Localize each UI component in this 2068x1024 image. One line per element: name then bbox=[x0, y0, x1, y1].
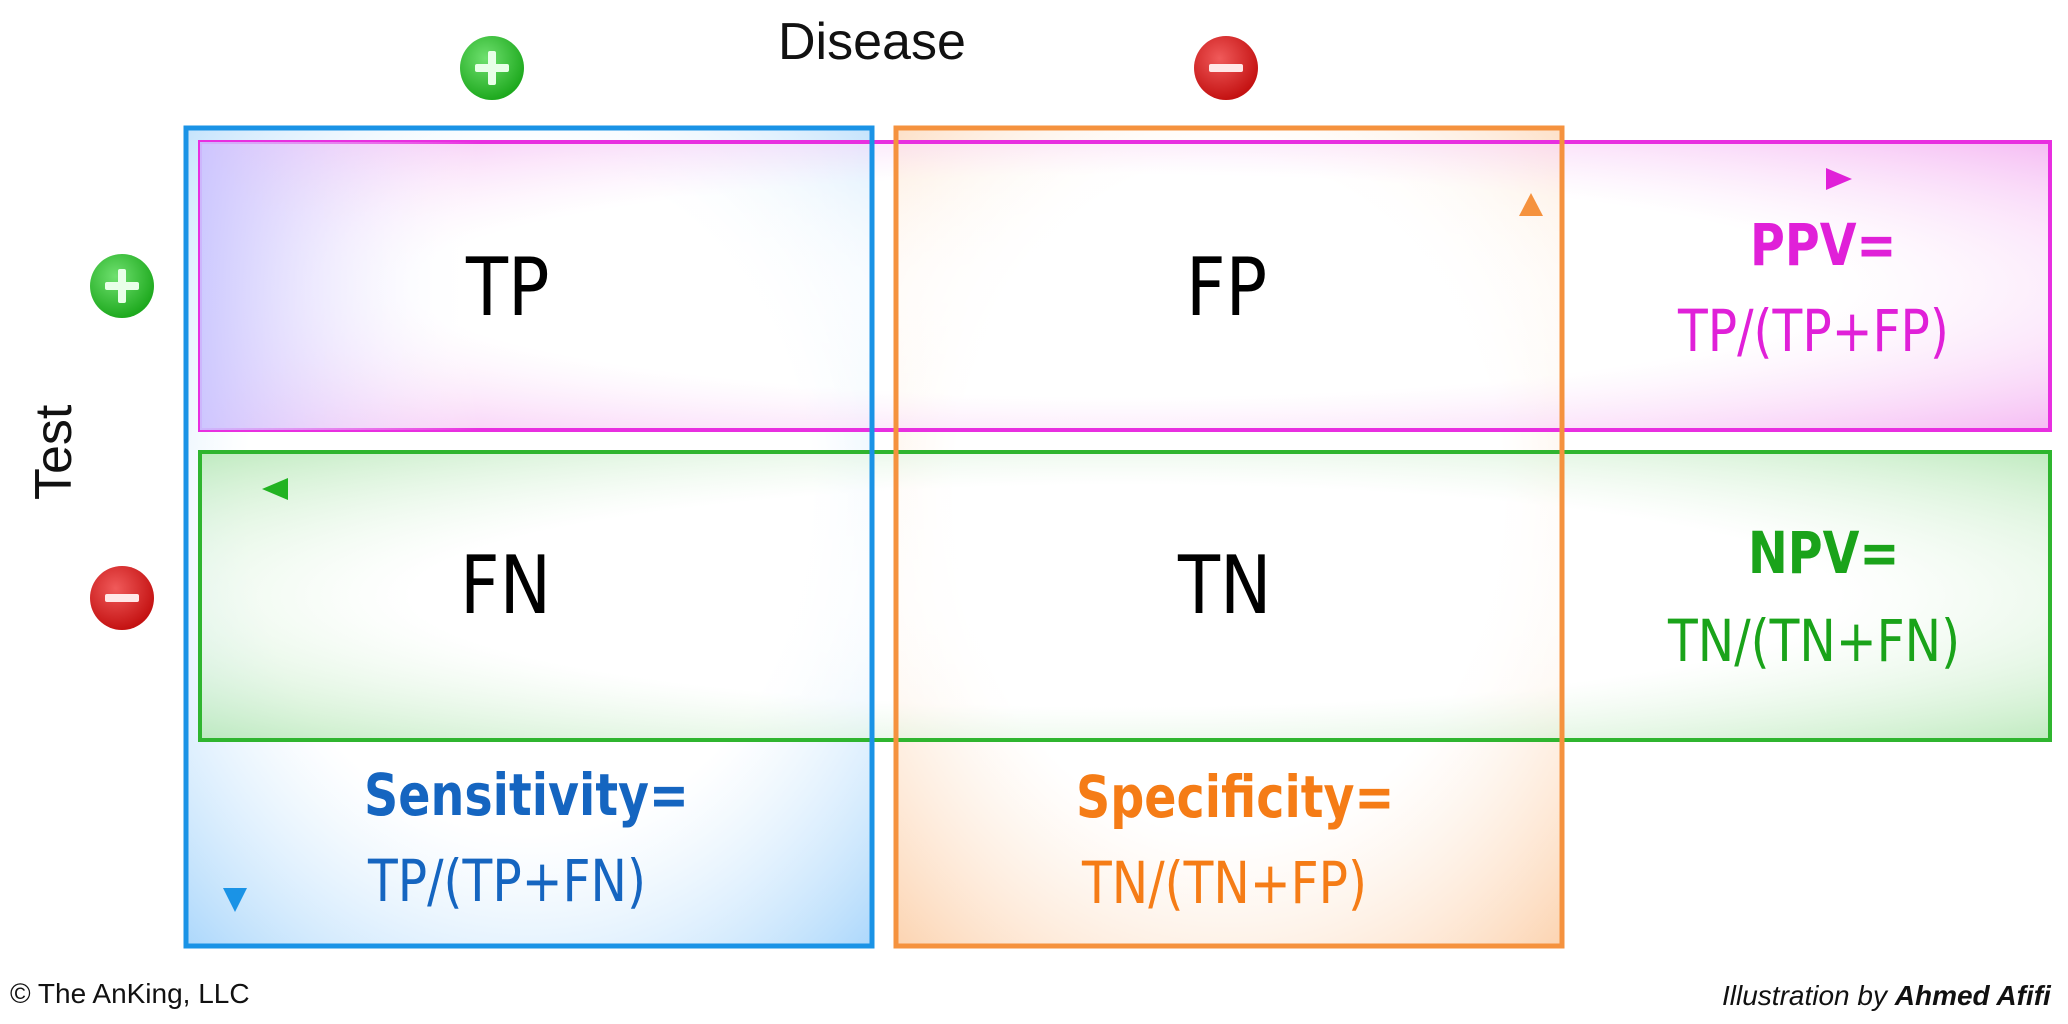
plus-icon bbox=[460, 36, 524, 100]
sensitivity-formula: TP/(TP+FN) bbox=[368, 847, 647, 915]
minus-icon bbox=[90, 566, 154, 630]
test-negative-badge bbox=[88, 564, 156, 632]
cell-false-negative: FN bbox=[460, 539, 552, 632]
credit-prefix: Illustration by bbox=[1722, 980, 1895, 1011]
test-axis-label: Test bbox=[25, 404, 83, 500]
ppv-label: PPV= bbox=[1750, 211, 1897, 279]
plus-icon bbox=[90, 254, 154, 318]
npv-box bbox=[198, 450, 2052, 742]
minus-icon bbox=[1194, 36, 1258, 100]
sensitivity-label: Sensitivity= bbox=[364, 761, 689, 829]
specificity-label: Specificity= bbox=[1076, 763, 1395, 831]
illustration-credit: Illustration by Ahmed Afifi bbox=[1722, 982, 2051, 1010]
disease-negative-badge bbox=[1192, 34, 1260, 102]
npv-arrow bbox=[262, 478, 2040, 500]
ppv-arrow bbox=[200, 168, 1852, 190]
test-positive-badge bbox=[88, 252, 156, 320]
cell-true-negative: TN bbox=[1178, 539, 1272, 632]
disease-positive-badge bbox=[458, 34, 526, 102]
npv-formula: TN/(TN+FN) bbox=[1668, 607, 1961, 675]
ppv-formula: TP/(TP+FP) bbox=[1678, 297, 1949, 365]
cell-true-positive: TP bbox=[466, 241, 550, 334]
credit-author: Ahmed Afifi bbox=[1894, 980, 2051, 1011]
specificity-arrow bbox=[1519, 193, 1543, 930]
cell-false-positive: FP bbox=[1186, 241, 1268, 334]
specificity-formula: TN/(TN+FP) bbox=[1082, 849, 1368, 917]
copyright-text: © The AnKing, LLC bbox=[10, 978, 250, 1009]
sensitivity-arrow bbox=[223, 150, 247, 912]
npv-label: NPV= bbox=[1748, 519, 1900, 587]
disease-axis-label: Disease bbox=[778, 13, 966, 71]
